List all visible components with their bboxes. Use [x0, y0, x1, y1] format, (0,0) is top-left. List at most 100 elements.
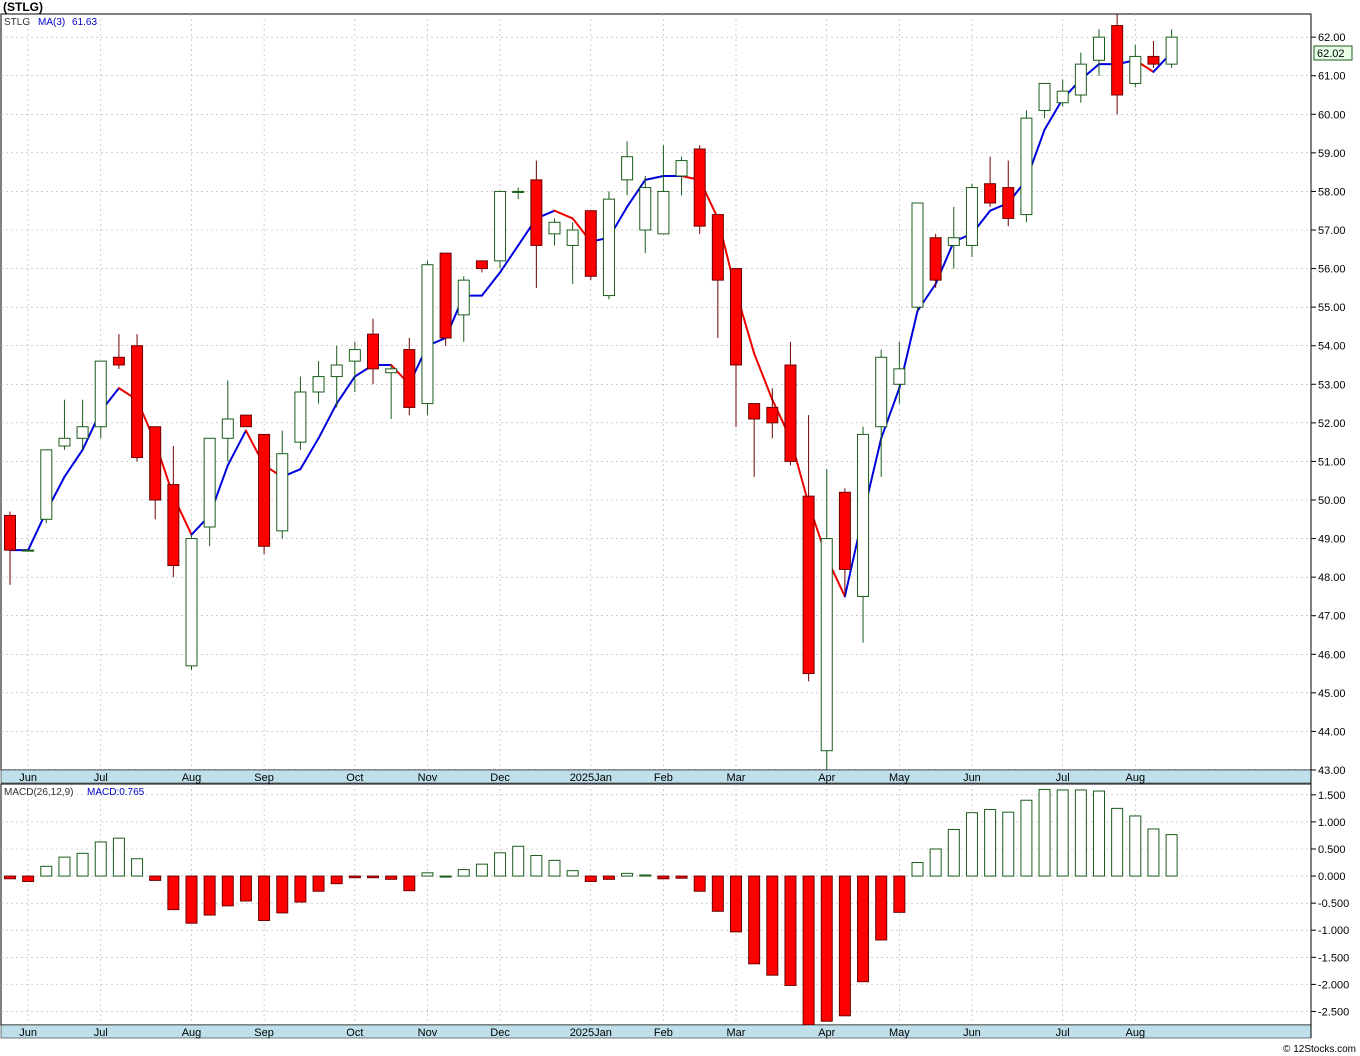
- macd-bar: [1038, 788, 1051, 877]
- candle: [748, 403, 761, 477]
- price-panel: [0, 13, 1312, 771]
- macd-bars: [4, 788, 1178, 1026]
- price-tick-label: 50.00: [1318, 495, 1346, 507]
- candle: [22, 549, 35, 552]
- macd-bar: [185, 875, 198, 924]
- candle: [621, 141, 634, 196]
- ma-segment: [626, 178, 647, 208]
- ma-segment: [63, 448, 84, 478]
- ma-segment: [644, 175, 665, 181]
- price-tick-label: 56.00: [1318, 264, 1346, 276]
- candle-body: [22, 549, 35, 552]
- candle-body: [639, 187, 652, 231]
- month-label: Dec: [490, 772, 510, 784]
- price-tick-label: 53.00: [1318, 379, 1346, 391]
- candle: [548, 218, 561, 246]
- candle: [203, 437, 216, 547]
- macd-bar: [221, 875, 234, 907]
- x-axis-top: Jun Jul Aug Sep Oct Nov Dec 2025Jan Feb Mar Apr May…: [19, 772, 1145, 784]
- candle-body: [348, 349, 361, 362]
- macd-bar: [711, 875, 724, 912]
- candle: [693, 145, 706, 234]
- candle-body: [403, 349, 416, 408]
- candle-body: [965, 187, 978, 246]
- candle-body: [475, 260, 488, 270]
- candle-body: [367, 333, 379, 370]
- candle: [58, 399, 71, 450]
- month-label: Oct: [346, 772, 363, 784]
- month-label: Jul: [1056, 772, 1070, 784]
- macd-bar: [548, 859, 561, 877]
- candle-body: [457, 279, 470, 316]
- month-label: Nov: [418, 1027, 438, 1039]
- candle-body: [857, 433, 870, 597]
- price-y-axis: 43.00 44.00 45.00 46.00 47.00 48.00 49.00 50.00…: [1311, 32, 1346, 777]
- price-tick-label: 44.00: [1318, 726, 1346, 738]
- macd-bar: [1002, 811, 1015, 877]
- candle-body: [149, 426, 162, 501]
- macd-bar: [693, 875, 706, 892]
- price-tick-label: 54.00: [1318, 341, 1346, 353]
- candle-body: [131, 345, 144, 459]
- candle-body: [239, 414, 252, 428]
- candle-body: [276, 453, 289, 532]
- macd-bar: [421, 872, 434, 877]
- candle: [911, 202, 924, 311]
- macd-bar: [439, 875, 452, 878]
- macd-bar: [530, 854, 543, 877]
- month-label: Jun: [963, 1027, 981, 1039]
- macd-bar: [40, 865, 53, 877]
- candle: [167, 446, 180, 578]
- price-legend-ma-value: 61.63: [72, 17, 97, 28]
- candle: [984, 156, 997, 207]
- macd-panel: [0, 783, 1312, 1026]
- month-label: Sep: [254, 772, 274, 784]
- price-tick-label: 45.00: [1318, 688, 1346, 700]
- candle: [820, 469, 833, 770]
- candle-body: [167, 484, 180, 567]
- macd-bar: [203, 875, 216, 916]
- macd-tick-label: 0.000: [1318, 871, 1346, 883]
- macd-bar: [385, 875, 398, 880]
- candle-body: [530, 179, 543, 246]
- candle: [1129, 44, 1142, 88]
- macd-bar: [748, 875, 761, 965]
- macd-bar: [893, 875, 906, 913]
- month-label: 2025Jan: [570, 772, 612, 784]
- candle: [766, 388, 779, 439]
- watermark: © 12Stocks.com: [1283, 1044, 1356, 1055]
- candle: [330, 345, 343, 408]
- price-tick-label: 51.00: [1318, 456, 1346, 468]
- macd-bar: [766, 875, 779, 976]
- macd-bar: [802, 875, 815, 1026]
- candle-body: [76, 426, 89, 439]
- candle-body: [421, 264, 434, 405]
- candle-body: [1147, 55, 1160, 65]
- candle: [730, 268, 742, 427]
- macd-tick-label: -1.000: [1318, 925, 1349, 937]
- last-price-tag-text: 62.02: [1317, 48, 1345, 60]
- price-tick-label: 48.00: [1318, 572, 1346, 584]
- candle: [584, 210, 597, 281]
- month-label: Mar: [727, 1027, 746, 1039]
- month-label: Aug: [1126, 1027, 1146, 1039]
- candle-body: [784, 364, 797, 462]
- macd-bar: [675, 875, 688, 879]
- month-label: Jul: [94, 772, 108, 784]
- candle-body: [766, 406, 779, 424]
- candle-body: [203, 437, 216, 528]
- price-tick-label: 47.00: [1318, 611, 1346, 623]
- candle-body: [693, 148, 706, 227]
- candle-body: [1074, 63, 1087, 96]
- price-tick-label: 57.00: [1318, 225, 1346, 237]
- candle: [221, 380, 234, 462]
- candle-body: [258, 433, 271, 547]
- candle-body: [1093, 36, 1105, 61]
- candle: [929, 233, 942, 288]
- candle: [421, 260, 434, 416]
- macd-bar: [965, 812, 978, 877]
- month-label: Aug: [1126, 772, 1146, 784]
- macd-tick-label: -0.500: [1318, 898, 1349, 910]
- macd-bar: [1165, 834, 1178, 877]
- macd-bar: [838, 875, 851, 1017]
